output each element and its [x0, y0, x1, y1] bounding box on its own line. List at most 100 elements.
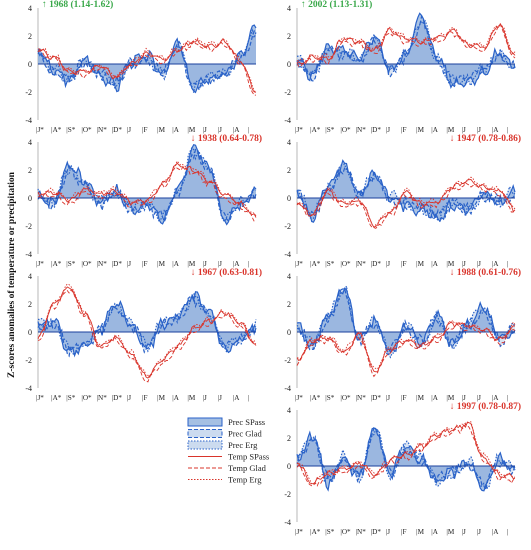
x-tick-label: |M: [187, 394, 195, 402]
x-tick-label: |O*: [340, 528, 351, 536]
x-tick-label: |J: [127, 260, 131, 268]
x-tick-label: |J: [462, 528, 466, 536]
x-tick-label: |M: [157, 260, 165, 268]
x-tick-label: |N*: [356, 260, 367, 268]
precip-line: [296, 427, 516, 489]
x-tick-label: |J: [386, 260, 390, 268]
y-tick-label: 4: [28, 138, 32, 147]
x-tick-label: |J*: [36, 126, 44, 134]
x-tick-label: |J: [462, 260, 466, 268]
legend-label: Prec SPass: [228, 417, 265, 427]
panel-title: ↓ 1938 (0.64-0.78): [191, 133, 262, 144]
y-tick-label: -4: [284, 250, 291, 259]
chart-panel: 4 2 0 -2 -4 ↓ 1967 (0.63-0.81) |J* |A* |S* |O* |N*…: [25, 267, 262, 402]
panel-title: ↑ 1968 (1.14-1.62): [42, 0, 113, 10]
x-tick-label: |O*: [340, 260, 351, 268]
legend-swatch-precip: [187, 417, 223, 427]
x-tick-label: |: [248, 394, 249, 402]
temp-line: [37, 37, 257, 93]
x-tick-label: |D*: [371, 260, 382, 268]
x-tick-label: |M: [416, 528, 424, 536]
temp-line: [296, 25, 516, 62]
x-tick-label: |J*: [36, 260, 44, 268]
y-tick-label: -4: [25, 384, 32, 393]
x-tick-label: |O*: [81, 260, 92, 268]
x-tick-label: |N*: [356, 126, 367, 134]
precip-line: [296, 287, 516, 354]
x-tick-label: |J: [203, 126, 207, 134]
x-tick-label: |M: [187, 260, 195, 268]
y-tick-label: -4: [25, 116, 32, 125]
precip-line: [296, 14, 516, 88]
precip-line: [296, 287, 516, 356]
x-tick-label: |N*: [356, 394, 367, 402]
x-tick-label: |J: [203, 394, 207, 402]
legend-label: Temp Glad: [228, 463, 267, 473]
legend-label: Temp Erg: [228, 475, 262, 485]
x-tick-label: |J*: [295, 126, 303, 134]
y-tick-label: -2: [25, 222, 32, 231]
precip-area: [297, 286, 515, 358]
x-tick-label: |J: [462, 126, 466, 134]
x-tick-label: |N*: [97, 260, 108, 268]
y-tick-label: -4: [284, 518, 291, 527]
x-tick-label: |: [507, 126, 508, 134]
precip-line: [37, 146, 257, 223]
precip-area: [297, 13, 515, 88]
precip-area: [297, 427, 515, 490]
x-tick-label: |M: [446, 394, 454, 402]
y-tick-label: -2: [25, 88, 32, 97]
x-tick-label: |A: [172, 260, 179, 268]
chart-panel: 4 2 0 -2 -4 ↓ 1938 (0.64-0.78) |J* |A* |S* |O* |N*…: [25, 133, 262, 268]
panel-title: ↓ 1967 (0.63-0.81): [191, 267, 262, 278]
x-tick-label: |J*: [295, 260, 303, 268]
x-tick-label: |: [248, 260, 249, 268]
x-tick-label: |F: [401, 394, 406, 402]
x-tick-label: |A: [431, 126, 438, 134]
precip-area: [38, 147, 256, 222]
precip-area: [297, 427, 515, 491]
precip-area: [38, 30, 256, 93]
x-tick-label: |A: [492, 260, 499, 268]
x-tick-label: |J: [218, 394, 222, 402]
panel-title: ↑ 2002 (1.13-1.31): [301, 0, 372, 10]
temp-line: [37, 40, 257, 96]
x-tick-label: |S*: [325, 394, 334, 402]
temp-line: [37, 160, 257, 216]
temp-line: [296, 182, 516, 229]
precip-line: [296, 159, 516, 223]
y-tick-label: -2: [284, 356, 291, 365]
x-tick-label: |M: [446, 260, 454, 268]
y-tick-label: 2: [287, 300, 291, 309]
x-tick-label: |D*: [371, 528, 382, 536]
x-tick-label: |D*: [371, 394, 382, 402]
legend-label: Prec Erg: [228, 440, 258, 450]
x-tick-label: |A*: [51, 126, 62, 134]
x-tick-label: |M: [157, 394, 165, 402]
x-tick-label: |J: [127, 126, 131, 134]
temp-line: [296, 23, 516, 67]
x-tick-label: |M: [187, 126, 195, 134]
precip-line: [296, 19, 516, 87]
x-tick-label: |S*: [66, 260, 75, 268]
x-tick-label: |J: [477, 528, 481, 536]
x-tick-label: |M: [416, 260, 424, 268]
x-tick-label: |A*: [310, 394, 321, 402]
x-tick-label: |N*: [97, 394, 108, 402]
precip-area: [38, 25, 256, 93]
x-tick-label: |O*: [340, 394, 351, 402]
precip-line: [296, 167, 516, 221]
x-tick-label: |A: [492, 528, 499, 536]
x-tick-label: |J: [462, 394, 466, 402]
chart-panel: 4 2 0 -2 -4 ↓ 1988 (0.61-0.76) |J* |A* |S* |O* |N*…: [284, 267, 521, 402]
precip-line: [297, 163, 516, 223]
x-tick-label: |S*: [325, 528, 334, 536]
x-tick-label: |J*: [295, 528, 303, 536]
x-tick-label: |J: [386, 528, 390, 536]
precip-area: [297, 429, 515, 488]
y-tick-label: 0: [287, 194, 291, 203]
x-tick-label: |D*: [112, 394, 123, 402]
x-tick-label: |A*: [51, 260, 62, 268]
x-tick-label: |A: [172, 394, 179, 402]
